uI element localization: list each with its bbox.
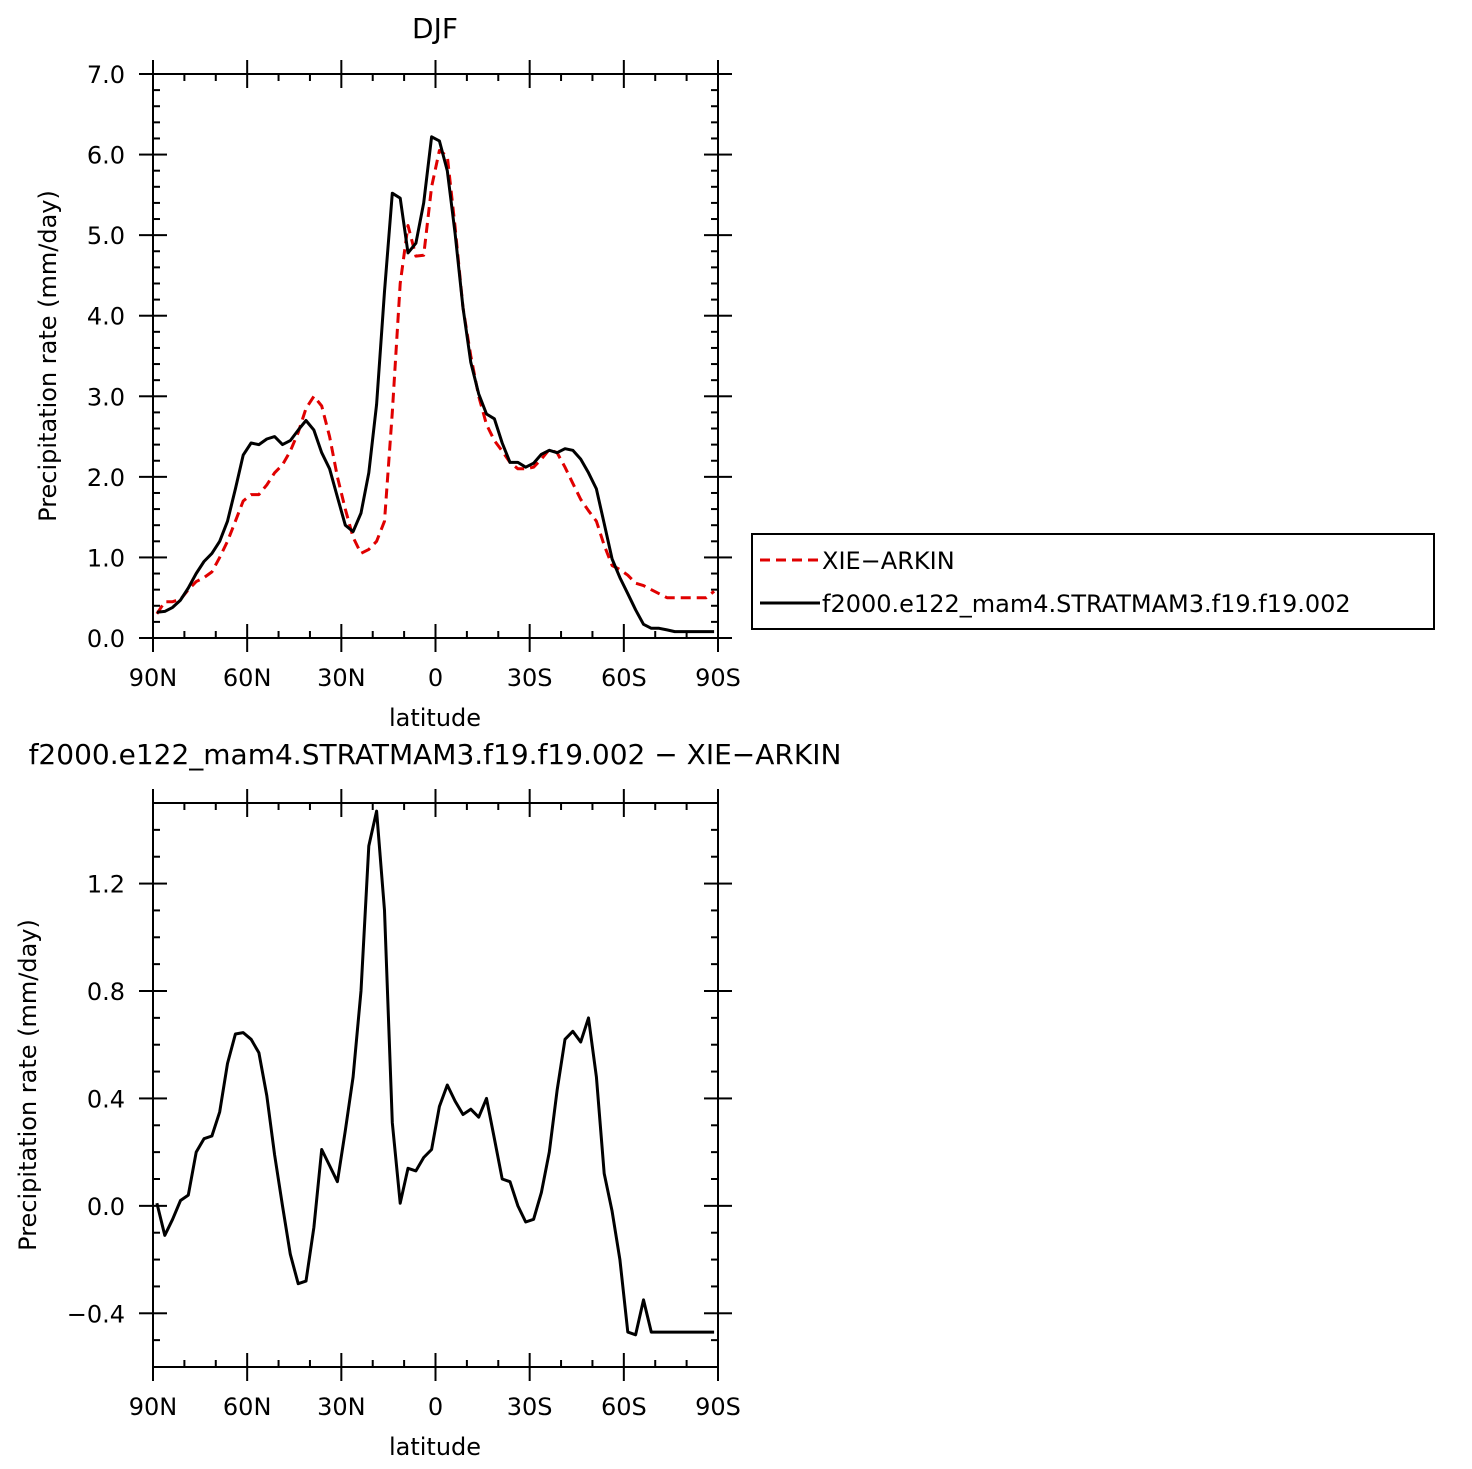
bottom-y-axis-title: Precipitation rate (mm/day) <box>14 919 42 1251</box>
top-series-line-f2000-e122-mam4-stratmam3-f19-f19-002 <box>156 135 715 634</box>
top-y-tick-label: 1.0 <box>87 544 125 572</box>
bottom-x-tick-label: 60N <box>223 1393 272 1421</box>
top-y-tick-label: 4.0 <box>87 303 125 331</box>
bottom-y-tick-label: 0.8 <box>87 978 125 1006</box>
top-x-tick-label: 90S <box>695 664 741 692</box>
top-x-tick-label: 30N <box>317 664 366 692</box>
bottom-x-tick-label: 0 <box>428 1393 443 1421</box>
top-x-axis-title: latitude <box>389 704 481 732</box>
legend-box <box>751 533 1435 630</box>
bottom-chart-title: f2000.e122_mam4.STRATMAM3.f19.f19.002 − … <box>29 738 842 771</box>
top-series-line-xie-arkin <box>155 149 716 615</box>
legend: XIE−ARKIN f2000.e122_mam4.STRATMAM3.f19.… <box>751 533 1435 630</box>
top-x-tick-label: 0 <box>428 664 443 692</box>
bottom-x-tick-label: 30S <box>507 1393 553 1421</box>
top-x-tick-label: 90N <box>129 664 178 692</box>
bottom-series-line-difference <box>155 809 715 1337</box>
bottom-y-tick-label: 0.4 <box>87 1085 125 1113</box>
top-plot-area: 90N 60N 30N 0 30S 60S 90S 0.0 1.0 2.0 3.0 4.0 5.0 6.0… <box>87 60 741 692</box>
bottom-x-tick-label: 90N <box>129 1393 178 1421</box>
bottom-panel: f2000.e122_mam4.STRATMAM3.f19.f19.002 − … <box>14 738 841 1461</box>
top-panel: DJF 90N 60N 30N 0 30S 60S 90S 0.0 1.0 2.0 3.0 4.0 5.… <box>34 12 741 732</box>
bottom-y-tick-label: −0.4 <box>67 1300 125 1328</box>
bottom-x-tick-label: 30N <box>317 1393 366 1421</box>
bottom-plot-area: 90N 60N 30N 0 30S 60S 90S −0.4 0.0 0.4 0.8 1.2 <box>67 789 741 1421</box>
legend-label-model: f2000.e122_mam4.STRATMAM3.f19.f19.002 <box>822 590 1351 618</box>
top-plot-frame <box>152 73 719 639</box>
bottom-x-tick-label: 90S <box>695 1393 741 1421</box>
bottom-plot-frame <box>152 802 719 1368</box>
top-x-tick-label: 60S <box>601 664 647 692</box>
bottom-y-tick-label: 0.0 <box>87 1193 125 1221</box>
top-y-axis-title: Precipitation rate (mm/day) <box>34 190 62 522</box>
bottom-y-tick-label: 1.2 <box>87 871 125 899</box>
top-y-tick-label: 7.0 <box>87 61 125 89</box>
bottom-x-axis-title: latitude <box>389 1433 481 1461</box>
top-y-tick-label: 3.0 <box>87 383 125 411</box>
top-x-tick-label: 30S <box>507 664 553 692</box>
top-x-tick-label: 60N <box>223 664 272 692</box>
top-y-tick-label: 6.0 <box>87 142 125 170</box>
bottom-x-tick-label: 60S <box>601 1393 647 1421</box>
top-y-tick-label: 5.0 <box>87 222 125 250</box>
legend-label-xie-arkin: XIE−ARKIN <box>822 547 955 575</box>
top-chart-title: DJF <box>412 12 458 45</box>
top-y-tick-label: 2.0 <box>87 464 125 492</box>
top-y-tick-label: 0.0 <box>87 625 125 653</box>
